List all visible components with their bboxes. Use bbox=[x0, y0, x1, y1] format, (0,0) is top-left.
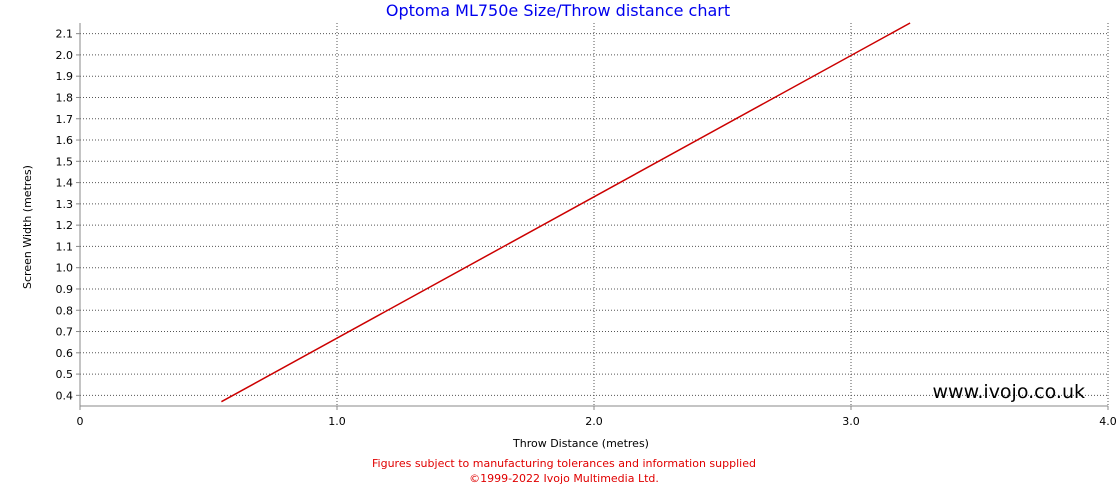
x-tick-label: 4.0 bbox=[1099, 415, 1117, 428]
footer-disclaimer: Figures subject to manufacturing toleran… bbox=[372, 457, 756, 470]
y-tick-label: 1.8 bbox=[56, 91, 74, 104]
x-tick-label: 1.0 bbox=[328, 415, 346, 428]
y-tick-label: 0.4 bbox=[56, 389, 74, 402]
y-tick-label: 1.9 bbox=[56, 70, 74, 83]
watermark-text: www.ivojo.co.uk bbox=[933, 381, 1086, 403]
y-axis-label: Screen Width (metres) bbox=[21, 165, 34, 289]
y-tick-label: 1.2 bbox=[56, 219, 74, 232]
x-axis-label: Throw Distance (metres) bbox=[512, 437, 649, 450]
y-tick-label: 0.7 bbox=[56, 326, 74, 339]
chart-title: Optoma ML750e Size/Throw distance chart bbox=[385, 1, 731, 20]
y-tick-label: 2.1 bbox=[56, 28, 74, 41]
y-tick-label: 0.9 bbox=[56, 283, 74, 296]
x-tick-label: 0 bbox=[77, 415, 84, 428]
footer-copyright: ©1999-2022 Ivojo Multimedia Ltd. bbox=[469, 472, 659, 485]
y-tick-label: 0.6 bbox=[56, 347, 74, 360]
y-tick-label: 0.5 bbox=[56, 368, 74, 381]
y-tick-label: 1.4 bbox=[56, 177, 74, 190]
y-tick-label: 1.3 bbox=[56, 198, 74, 211]
y-tick-label: 1.1 bbox=[56, 240, 74, 253]
y-tick-label: 0.8 bbox=[56, 304, 74, 317]
series-line bbox=[221, 22, 911, 403]
y-tick-label: 1.0 bbox=[56, 262, 74, 275]
y-tick-label: 2.0 bbox=[56, 49, 74, 62]
y-tick-label: 1.6 bbox=[56, 134, 74, 147]
x-tick-label: 2.0 bbox=[585, 415, 603, 428]
y-tick-label: 1.7 bbox=[56, 113, 74, 126]
y-tick-label: 1.5 bbox=[56, 155, 74, 168]
x-tick-label: 3.0 bbox=[842, 415, 860, 428]
